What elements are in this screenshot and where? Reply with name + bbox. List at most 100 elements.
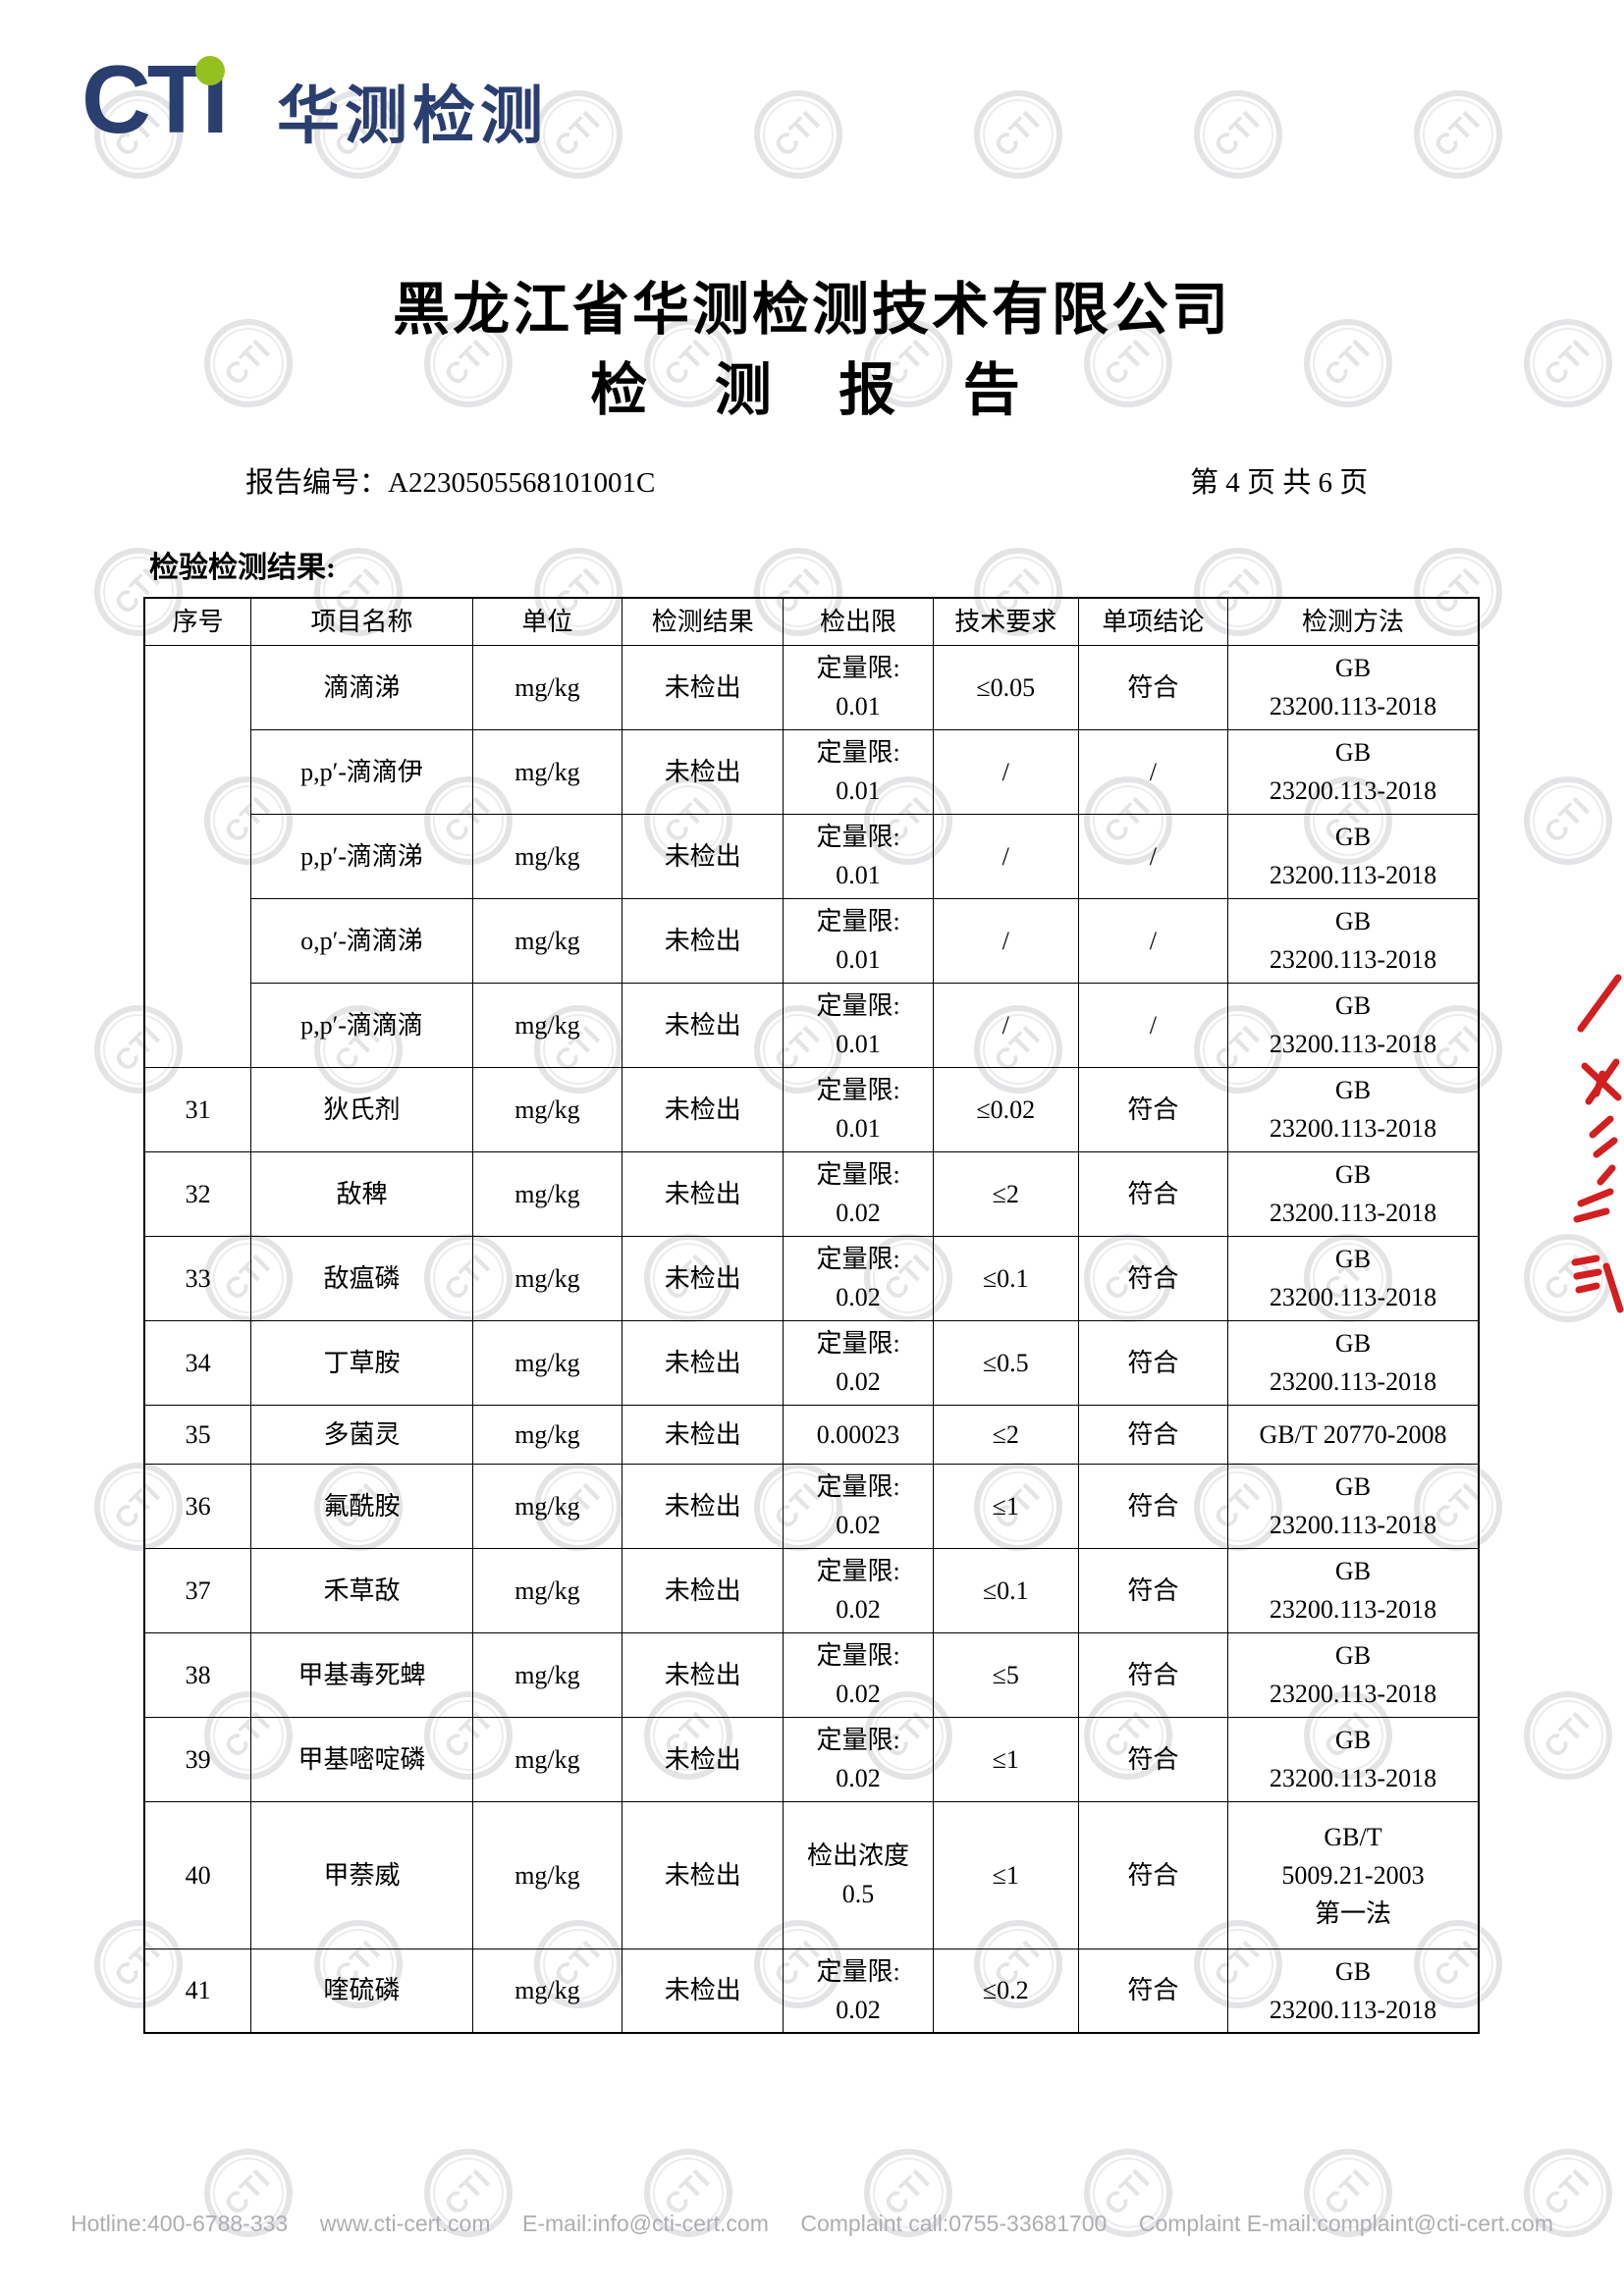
cell-name: 甲基毒死蜱 xyxy=(250,1631,473,1718)
cell-result: 未检出 xyxy=(622,728,785,815)
cell-limit: 定量限: 0.02 xyxy=(783,1319,934,1406)
cell-no: 35 xyxy=(143,1404,252,1465)
cell-result: 未检出 xyxy=(622,1948,785,2034)
cell-unit: mg/kg xyxy=(471,1948,623,2034)
cell-conclusion: / xyxy=(1077,982,1228,1068)
cell-no: 36 xyxy=(143,1463,252,1549)
col-header-method: 检测方法 xyxy=(1226,597,1480,646)
cell-requirement: ≤0.5 xyxy=(932,1319,1079,1406)
cell-limit: 定量限: 0.01 xyxy=(783,728,934,815)
cti-watermark-icon: CTI xyxy=(1194,90,1282,179)
cell-unit: mg/kg xyxy=(471,1235,623,1321)
cell-method: GB 23200.113-2018 xyxy=(1226,1235,1480,1321)
cell-requirement: ≤0.02 xyxy=(932,1066,1079,1152)
cell-result: 未检出 xyxy=(622,982,785,1068)
cell-conclusion: 符合 xyxy=(1077,1463,1228,1549)
cell-unit: mg/kg xyxy=(471,1631,623,1718)
cell-name: 敌瘟磷 xyxy=(250,1235,473,1321)
cell-no: 31 xyxy=(143,1066,252,1152)
cell-no: 40 xyxy=(143,1800,252,1949)
cell-name: p,p′-滴滴涕 xyxy=(250,813,473,899)
cell-conclusion: 符合 xyxy=(1077,644,1228,730)
cell-limit: 0.00023 xyxy=(783,1404,934,1465)
cell-requirement: ≤5 xyxy=(932,1631,1079,1718)
cell-requirement: ≤0.05 xyxy=(932,644,1079,730)
cell-requirement: / xyxy=(932,728,1079,815)
cell-method: GB 23200.113-2018 xyxy=(1226,1319,1480,1406)
table-row: 35 多菌灵 mg/kg 未检出 0.00023 ≤2 符合 GB/T 20770-2008 xyxy=(143,1404,1480,1465)
cell-result: 未检出 xyxy=(622,1800,785,1949)
cell-name: 狄氏剂 xyxy=(250,1066,473,1152)
cell-result: 未检出 xyxy=(622,813,785,899)
cti-logo-dot-icon xyxy=(195,56,225,85)
cti-watermark-icon: CTI xyxy=(974,90,1062,179)
cell-result: 未检出 xyxy=(622,1235,785,1321)
col-header-conclusion: 单项结论 xyxy=(1077,597,1228,646)
cell-limit: 定量限: 0.02 xyxy=(783,1547,934,1633)
cell-method: GB 23200.113-2018 xyxy=(1226,982,1480,1068)
cti-watermark-icon: CTI xyxy=(1414,90,1502,179)
cell-no: 34 xyxy=(143,1319,252,1406)
cell-name: 敌稗 xyxy=(250,1150,473,1237)
cell-result: 未检出 xyxy=(622,1066,785,1152)
cell-requirement: ≤2 xyxy=(932,1404,1079,1465)
cell-unit: mg/kg xyxy=(471,1463,623,1549)
cell-limit: 定量限: 0.02 xyxy=(783,1716,934,1802)
cell-no: 41 xyxy=(143,1948,252,2034)
cell-result: 未检出 xyxy=(622,1150,785,1237)
cell-no: 39 xyxy=(143,1716,252,1802)
cell-unit: mg/kg xyxy=(471,982,623,1068)
table-row: p,p′-滴滴伊 mg/kg 未检出 定量限: 0.01// GB 23200.113-… xyxy=(144,728,1480,815)
table-row: p,p′-滴滴涕 mg/kg 未检出 定量限: 0.01// GB 23200.113-… xyxy=(144,813,1480,899)
footer-hotline: Hotline:400-6788-333 xyxy=(71,2211,289,2236)
cell-requirement: ≤1 xyxy=(932,1463,1079,1549)
cell-requirement: / xyxy=(932,813,1079,899)
cell-name: 甲萘威 xyxy=(250,1800,473,1949)
table-row: o,p′-滴滴涕 mg/kg 未检出 定量限: 0.01// GB 23200.113-… xyxy=(144,897,1480,984)
cell-name: 氟酰胺 xyxy=(250,1463,473,1549)
footer-complaint-call: Complaint call:0755-33681700 xyxy=(800,2211,1108,2236)
cell-conclusion: 符合 xyxy=(1077,1716,1228,1802)
cti-watermark-icon: CTI xyxy=(1524,1691,1612,1780)
footer-website: www.cti-cert.com xyxy=(319,2211,491,2236)
cell-conclusion: 符合 xyxy=(1077,1800,1228,1949)
cell-result: 未检出 xyxy=(622,1319,785,1406)
report-title: 检 测 报 告 xyxy=(590,358,1034,422)
cell-limit: 定量限: 0.01 xyxy=(783,982,934,1068)
company-title: 黑龙江省华测检测技术有限公司 xyxy=(392,278,1231,342)
col-header-limit: 检出限 xyxy=(783,597,934,646)
cell-no: 38 xyxy=(143,1631,252,1718)
col-header-unit: 单位 xyxy=(471,597,623,646)
col-header-item: 项目名称 xyxy=(250,597,473,646)
cti-logo-chinese: 华测检测 xyxy=(277,80,548,151)
cell-unit: mg/kg xyxy=(471,1800,623,1949)
cti-watermark-icon: CTI xyxy=(1524,776,1612,865)
table-row: 32 敌稗 mg/kg 未检出 定量限: 0.02 ≤2 符合 GB 23200.113-20… xyxy=(143,1150,1480,1237)
cell-unit: mg/kg xyxy=(471,1150,623,1237)
table-row: 滴滴涕 mg/kg 未检出 定量限: 0.01 ≤0.05 符合 GB 23200.113-… xyxy=(143,644,1480,1068)
cell-requirement: ≤2 xyxy=(932,1150,1079,1237)
cell-unit: mg/kg xyxy=(471,1066,623,1152)
table-row: 36 氟酰胺 mg/kg 未检出 定量限: 0.02 ≤1 符合 GB 23200.113-2… xyxy=(143,1463,1480,1549)
results-tbody: 滴滴涕 mg/kg 未检出 定量限: 0.01 ≤0.05 符合 GB 23200.113-… xyxy=(143,644,1480,2034)
cell-limit: 定量限: 0.02 xyxy=(783,1150,934,1237)
table-row: 33 敌瘟磷 mg/kg 未检出 定量限: 0.02 ≤0.1 符合 GB 23200.113… xyxy=(143,1235,1480,1321)
cell-requirement: / xyxy=(932,982,1079,1068)
cell-limit: 定量限: 0.02 xyxy=(783,1948,934,2034)
cell-limit: 定量限: 0.02 xyxy=(783,1463,934,1549)
cell-method: GB 23200.113-2018 xyxy=(1226,728,1480,815)
cell-name: 多菌灵 xyxy=(250,1404,473,1465)
results-section-label: 检验检测结果: xyxy=(149,552,336,584)
cell-method: GB 23200.113-2018 xyxy=(1226,1463,1480,1549)
cell-unit: mg/kg xyxy=(471,644,623,730)
cell-limit: 定量限: 0.01 xyxy=(783,1066,934,1152)
cell-method: GB 23200.113-2018 xyxy=(1226,897,1480,984)
cell-requirement: / xyxy=(932,897,1079,984)
cell-limit: 定量限: 0.01 xyxy=(783,644,934,730)
table-row: 39 甲基嘧啶磷 mg/kg 未检出 定量限: 0.02 ≤1 符合 GB 23200.113… xyxy=(143,1716,1480,1802)
cell-name: 喹硫磷 xyxy=(250,1948,473,2034)
cell-limit: 检出浓度 0.5 xyxy=(783,1800,934,1949)
table-header-row: 序号 项目名称 单位 检测结果 检出限 技术要求 单项结论 检测方法 xyxy=(143,597,1480,646)
cell-unit: mg/kg xyxy=(471,897,623,984)
results-table: 序号 项目名称 单位 检测结果 检出限 技术要求 单项结论 检测方法 滴滴涕 mg… xyxy=(143,597,1480,2034)
